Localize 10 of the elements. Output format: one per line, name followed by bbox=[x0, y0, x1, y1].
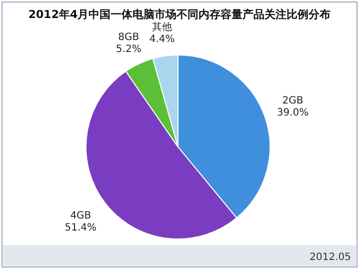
slice-label: 2GB bbox=[282, 96, 304, 107]
chart-title: 2012年4月中国一体电脑市场不同内存容量产品关注比例分布 bbox=[28, 8, 331, 21]
slice-label: 其他 bbox=[152, 21, 172, 34]
data-label: 5.2% bbox=[116, 44, 142, 56]
text: 2012.05 bbox=[310, 252, 351, 263]
slice-label: 4GB bbox=[70, 210, 92, 222]
data-label: 39.0% bbox=[276, 108, 309, 119]
slice-label: 8GB bbox=[118, 32, 140, 44]
data-label: 4.4% bbox=[149, 34, 175, 46]
data-label: 51.4% bbox=[64, 222, 97, 234]
